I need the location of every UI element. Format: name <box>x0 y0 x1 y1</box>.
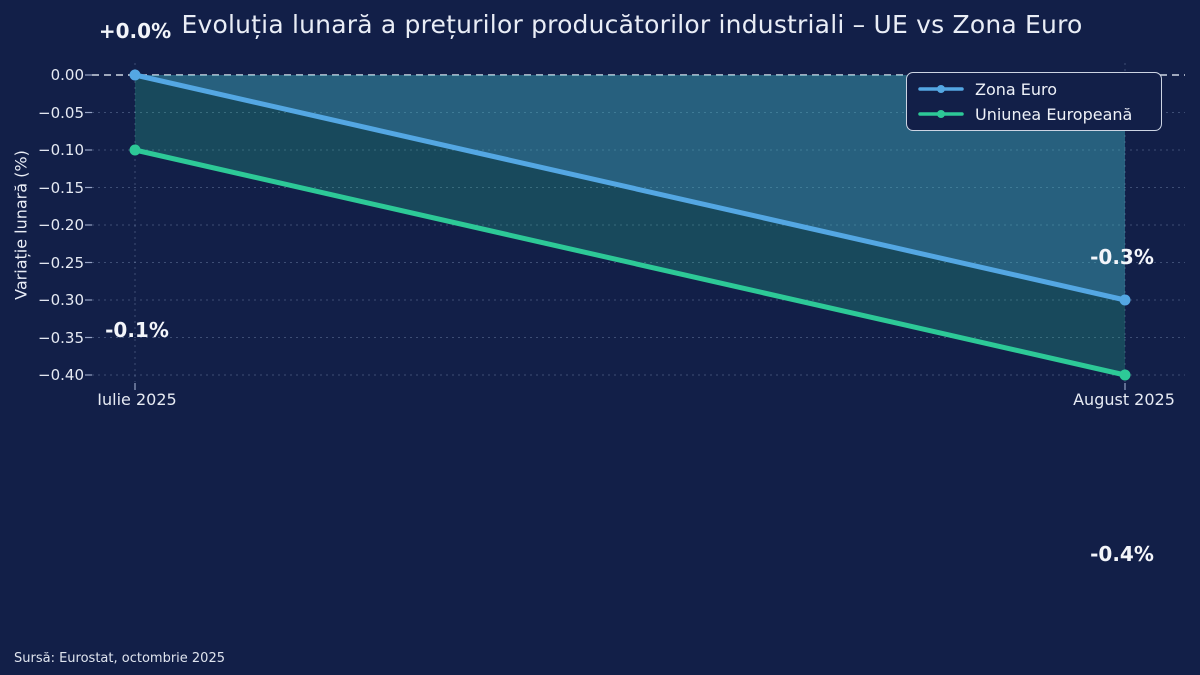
source-caption: Sursă: Eurostat, octombrie 2025 <box>14 651 225 666</box>
y-tick-label: −0.15 <box>38 179 84 197</box>
eu-point-jul <box>129 144 141 156</box>
legend-item-eurozone: Zona Euro <box>917 80 1151 99</box>
y-axis-title: Variație lunară (%) <box>11 150 31 300</box>
eurozone-point-jul <box>129 69 141 81</box>
eu-line <box>132 147 1128 378</box>
x-tick-label-august: August 2025 <box>1073 390 1175 409</box>
legend: Zona Euro Uniunea Europeană <box>906 72 1162 131</box>
y-tick-label: −0.25 <box>38 254 84 272</box>
vertical-gridlines <box>134 63 1126 382</box>
legend-label-eurozone: Zona Euro <box>975 79 1058 99</box>
legend-line-sample-eurozone <box>918 85 964 93</box>
x-tick-label-july: Iulie 2025 <box>97 390 177 409</box>
legend-line-sample-eu <box>918 110 964 118</box>
y-tick-label: −0.35 <box>38 329 84 347</box>
chart-title: Evoluția lunară a prețurilor producători… <box>181 10 1083 39</box>
point-label-eurozone-july: +0.0% <box>98 19 172 43</box>
legend-label-eu: Uniunea Europeană <box>975 104 1133 124</box>
y-tick-label: 0.00 <box>50 66 84 84</box>
y-tick-label: −0.20 <box>38 216 84 234</box>
eurozone-point-aug <box>1119 294 1131 306</box>
legend-marker <box>937 110 945 118</box>
axis-ticks <box>85 74 1126 390</box>
y-tick-label: −0.30 <box>38 291 84 309</box>
legend-item-eu: Uniunea Europeană <box>917 105 1151 124</box>
eurozone-line <box>132 72 1128 303</box>
point-label-eu-august: -0.4% <box>1090 542 1154 566</box>
eu-fill-area <box>135 75 1125 375</box>
y-tick-label: −0.05 <box>38 104 84 122</box>
legend-marker <box>937 85 945 93</box>
point-label-eu-july: -0.1% <box>105 318 169 342</box>
point-label-eurozone-august: -0.3% <box>1090 245 1154 269</box>
y-tick-label: −0.40 <box>38 366 84 384</box>
y-tick-label: −0.10 <box>38 141 84 159</box>
eu-point-aug <box>1119 369 1131 381</box>
